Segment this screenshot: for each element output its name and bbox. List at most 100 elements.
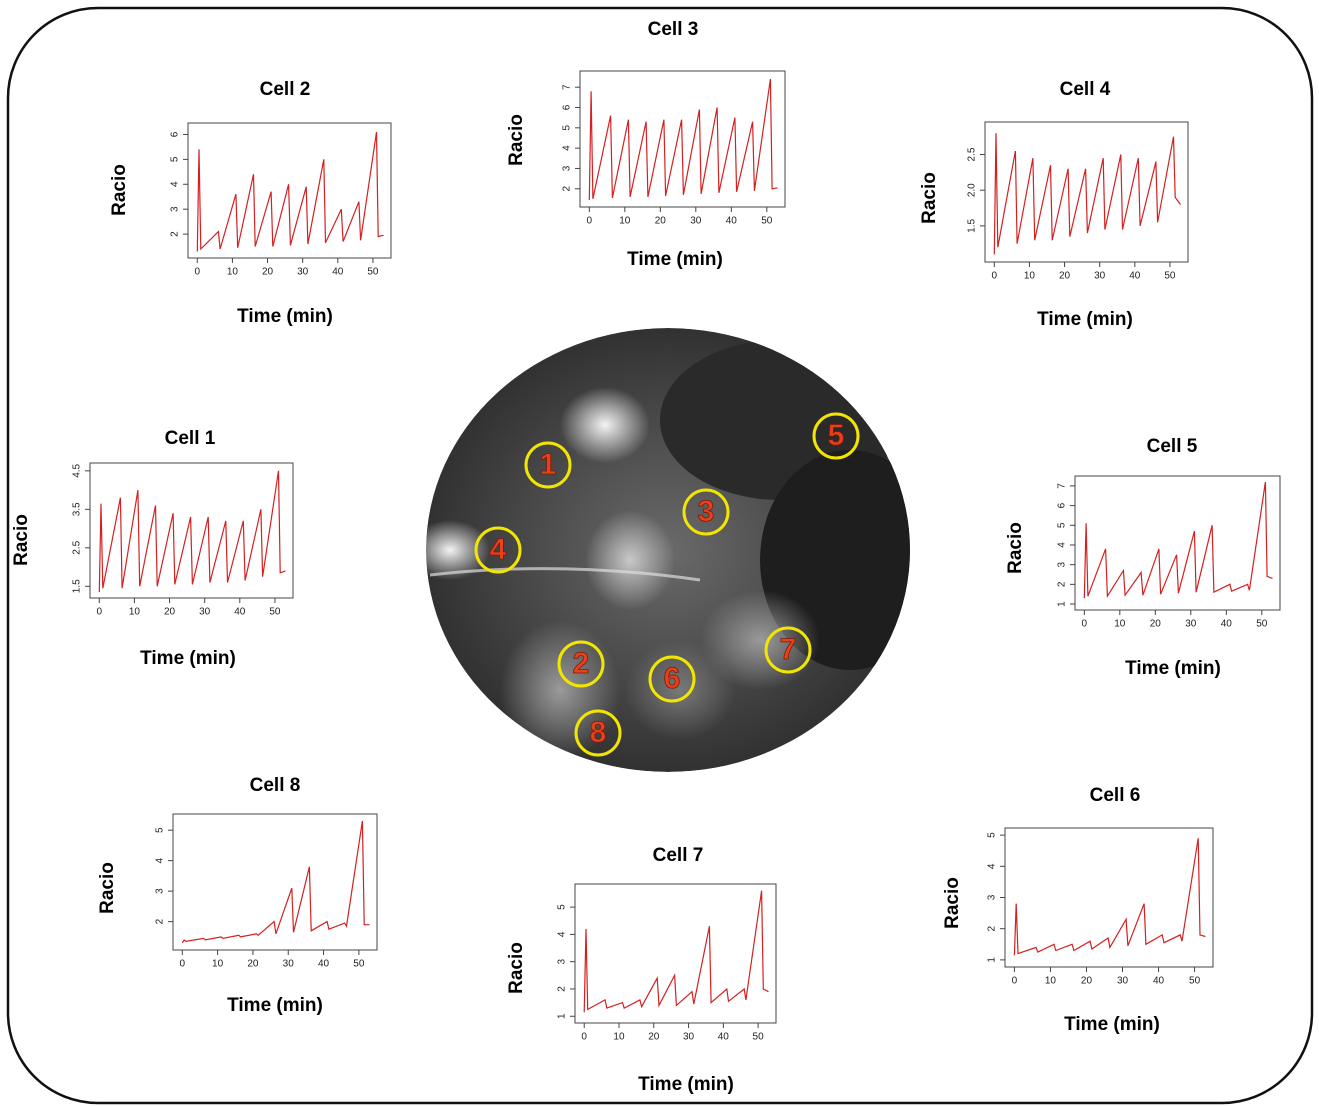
x-tick-label: 40 — [1221, 619, 1233, 630]
x-axis-label: Time (min) — [1125, 658, 1221, 679]
y-tick-label: 3 — [1057, 561, 1068, 567]
x-tick-label: 0 — [1012, 976, 1018, 987]
x-tick-label: 40 — [234, 607, 246, 618]
x-tick-label: 10 — [1045, 976, 1057, 987]
y-tick-label: 4 — [987, 863, 998, 869]
chart-title: Cell 7 — [653, 845, 704, 866]
y-tick-label: 2 — [562, 186, 573, 192]
plot-box — [1074, 475, 1281, 611]
y-axis-label: Racio — [919, 172, 940, 224]
y-tick-label: 3 — [987, 894, 998, 900]
y-tick-label: 5 — [557, 904, 568, 910]
x-tick-label: 30 — [283, 959, 295, 970]
x-tick-label: 0 — [991, 271, 997, 282]
y-tick-label: 1.5 — [967, 219, 978, 233]
cell-number: 4 — [490, 533, 507, 566]
y-tick-label: 4 — [1057, 542, 1068, 548]
x-tick-label: 50 — [753, 1032, 765, 1043]
x-tick-label: 30 — [1117, 976, 1129, 987]
x-tick-label: 20 — [1059, 271, 1071, 282]
chart-title: Cell 4 — [1060, 79, 1111, 100]
y-tick-label: 5 — [155, 827, 166, 833]
x-tick-label: 10 — [1114, 619, 1126, 630]
y-tick-label: 4.5 — [72, 463, 83, 477]
x-tick-label: 0 — [180, 959, 186, 970]
chart: Cell 6 Time (min) Racio 0 10 20 30 40 50 1 2 3 4 5 — [942, 785, 1214, 1035]
cell-number: 5 — [828, 419, 845, 452]
chart: Cell 8 Time (min) Racio 0 10 20 30 40 50 2 3 4 5 — [97, 775, 378, 1016]
y-tick-label: 2.5 — [967, 147, 978, 161]
y-tick-label: 4 — [557, 931, 568, 937]
y-tick-label: 5 — [987, 832, 998, 838]
x-tick-label: 50 — [269, 607, 281, 618]
y-tick-label: 4 — [562, 145, 573, 151]
x-tick-label: 40 — [718, 1032, 730, 1043]
x-tick-label: 10 — [129, 607, 141, 618]
chart-title: Cell 5 — [1147, 436, 1198, 457]
y-tick-label: 1 — [987, 957, 998, 963]
x-axis-label: Time (min) — [237, 306, 333, 327]
chart-title: Cell 8 — [250, 775, 301, 796]
x-tick-label: 50 — [1256, 619, 1268, 630]
trace — [583, 890, 769, 1013]
y-tick-label: 2.5 — [72, 540, 83, 554]
x-tick-label: 10 — [227, 267, 239, 278]
y-tick-label: 4 — [170, 181, 181, 187]
y-tick-label: 3 — [170, 206, 181, 212]
y-tick-label: 2 — [155, 918, 166, 924]
x-axis-label: Time (min) — [140, 648, 236, 669]
x-tick-label: 30 — [1094, 271, 1106, 282]
x-tick-label: 40 — [726, 216, 738, 227]
chart-title: Cell 1 — [165, 428, 216, 449]
x-axis-label: Time (min) — [627, 249, 723, 270]
x-tick-label: 50 — [761, 216, 773, 227]
y-tick-label: 3 — [562, 165, 573, 171]
y-tick-label: 1 — [1057, 601, 1068, 607]
x-tick-label: 10 — [212, 959, 224, 970]
trace — [1013, 838, 1206, 956]
x-tick-label: 20 — [164, 607, 176, 618]
trace — [588, 79, 778, 201]
y-tick-label: 5 — [562, 125, 573, 131]
trace — [181, 820, 370, 944]
cell-marker — [557, 640, 605, 688]
chart: Cell 2 Time (min) Racio 0 10 20 30 40 50 2 3 4 5 6 — [109, 79, 392, 327]
y-axis-label: Racio — [97, 862, 118, 914]
x-tick-label: 20 — [262, 267, 274, 278]
cell-number: 2 — [573, 647, 590, 680]
plot-box — [579, 70, 786, 208]
x-tick-label: 40 — [1129, 271, 1141, 282]
cell-marker — [648, 655, 696, 703]
y-tick-label: 4 — [155, 857, 166, 863]
y-tick-label: 2.0 — [967, 183, 978, 197]
x-tick-label: 40 — [332, 267, 344, 278]
y-axis-label: Racio — [506, 942, 527, 994]
y-tick-label: 5 — [170, 156, 181, 162]
chart: Cell 3 Time (min) Racio 0 10 20 30 40 50 2 3 4 5 6 7 — [506, 19, 786, 270]
trace — [1083, 481, 1273, 599]
chart: Cell 7 Time (min) Racio 0 10 20 30 40 50 1 2 3 4 5 — [506, 845, 777, 1095]
y-axis-label: Racio — [506, 114, 527, 166]
x-tick-label: 30 — [199, 607, 211, 618]
y-tick-label: 6 — [1057, 502, 1068, 508]
plot-box — [1004, 827, 1214, 968]
x-axis-label: Time (min) — [1064, 1014, 1160, 1035]
x-tick-label: 30 — [683, 1032, 695, 1043]
y-axis-label: Racio — [942, 877, 963, 929]
x-tick-label: 50 — [1164, 271, 1176, 282]
x-tick-label: 0 — [96, 607, 102, 618]
x-tick-label: 50 — [1189, 976, 1201, 987]
cell-marker — [524, 441, 572, 489]
cell-marker — [474, 526, 522, 574]
trace — [196, 131, 384, 252]
frame — [6, 6, 1314, 1105]
cell-number: 3 — [698, 495, 715, 528]
y-tick-label: 2 — [170, 231, 181, 237]
y-tick-label: 5 — [1057, 522, 1068, 528]
y-tick-label: 2 — [557, 986, 568, 992]
y-axis-label: Racio — [11, 514, 32, 566]
x-tick-label: 50 — [367, 267, 379, 278]
x-tick-label: 0 — [587, 216, 593, 227]
chart-title: Cell 2 — [260, 79, 311, 100]
